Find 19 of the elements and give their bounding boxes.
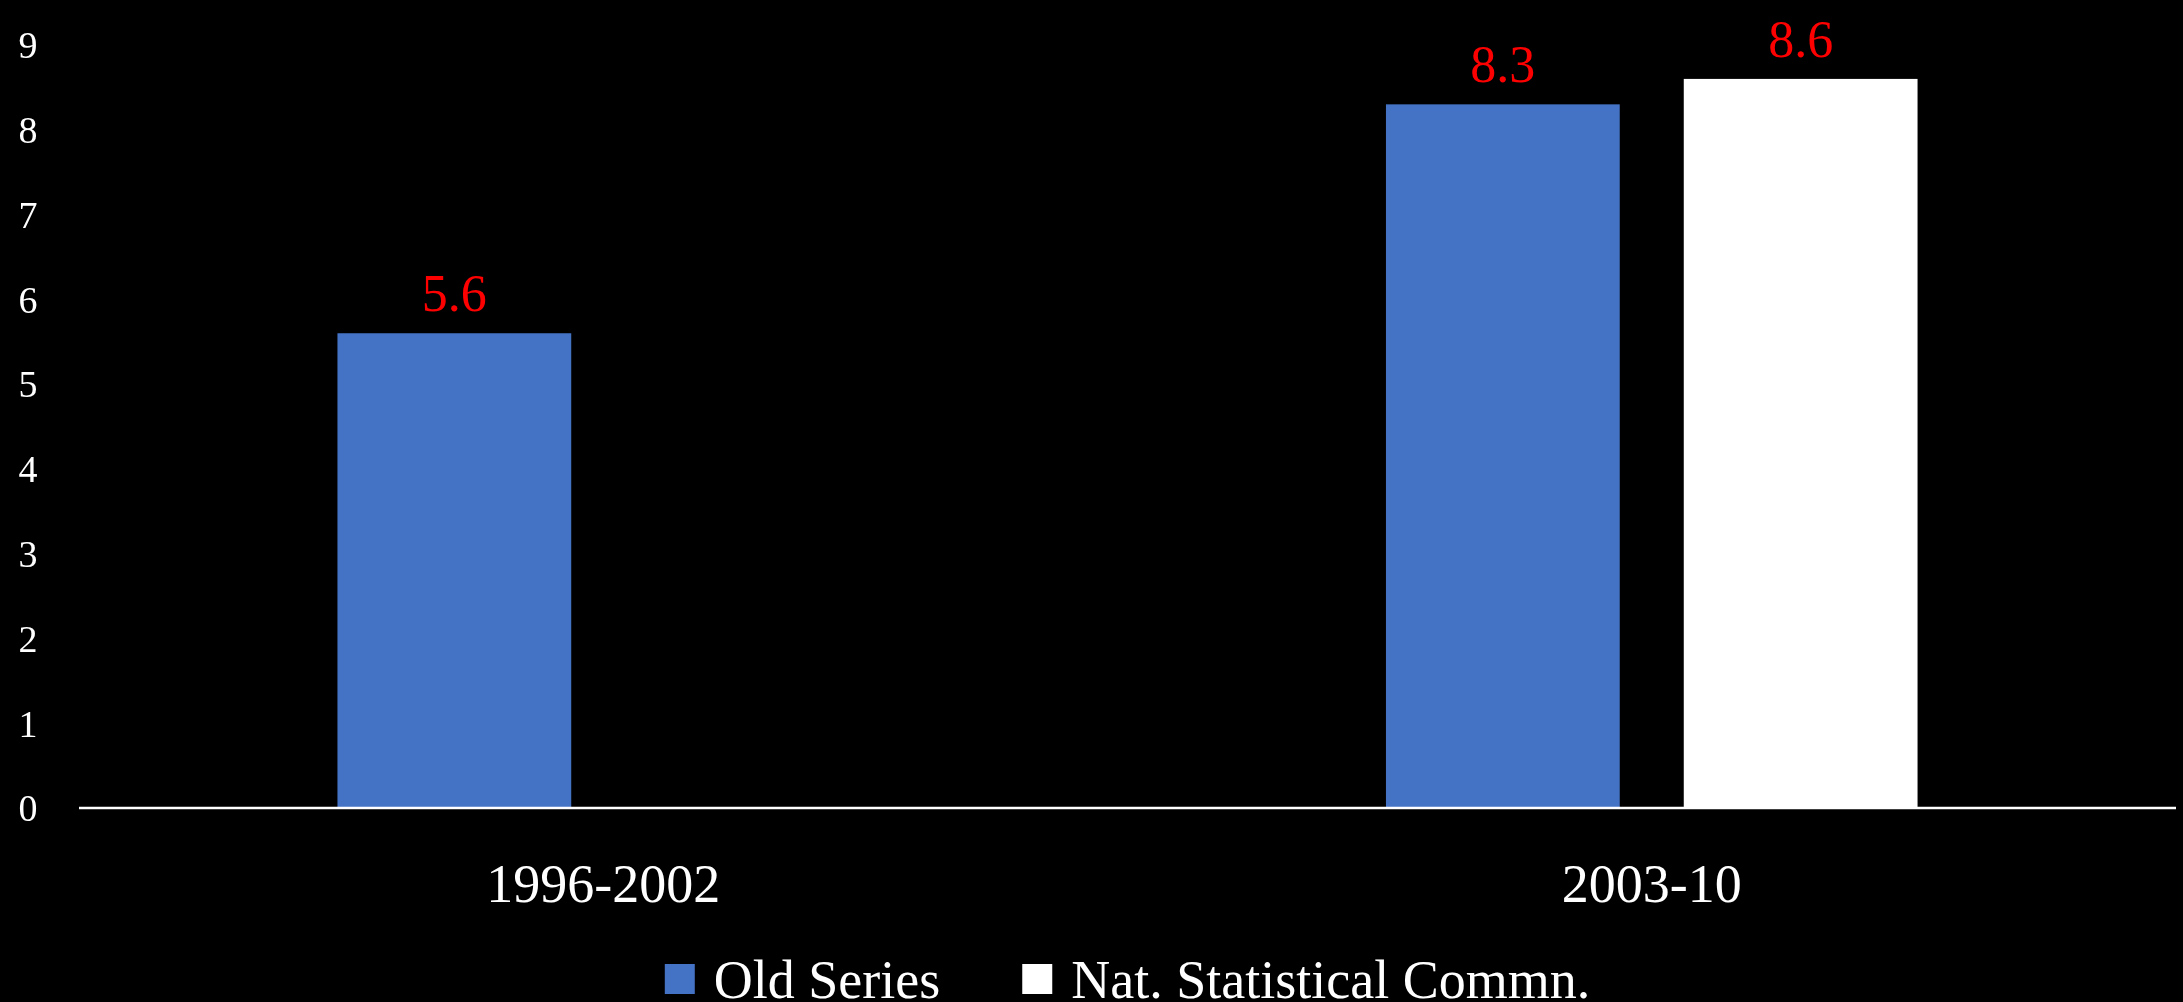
data-label: 8.3 (1470, 36, 1536, 94)
data-label: 8.6 (1768, 10, 1834, 68)
y-tick-label: 3 (18, 532, 38, 575)
x-tick-label: 1996-2002 (486, 854, 721, 914)
legend-label: Nat. Statistical Commn. (1071, 949, 1591, 1002)
y-tick-label: 0 (18, 787, 38, 830)
data-label: 5.6 (421, 265, 487, 323)
y-tick-label: 1 (18, 702, 38, 745)
y-tick-label: 6 (18, 278, 38, 321)
y-tick-label: 4 (18, 448, 38, 491)
bar (337, 333, 572, 808)
x-tick-label: 2003-10 (1561, 854, 1742, 914)
bar (1385, 104, 1620, 808)
legend-label: Old Series (713, 949, 941, 1002)
y-tick-label: 9 (18, 24, 38, 67)
y-tick-label: 5 (18, 363, 38, 406)
y-tick-label: 7 (18, 193, 38, 236)
y-tick-label: 8 (18, 109, 38, 152)
y-tick-label: 2 (18, 617, 38, 660)
